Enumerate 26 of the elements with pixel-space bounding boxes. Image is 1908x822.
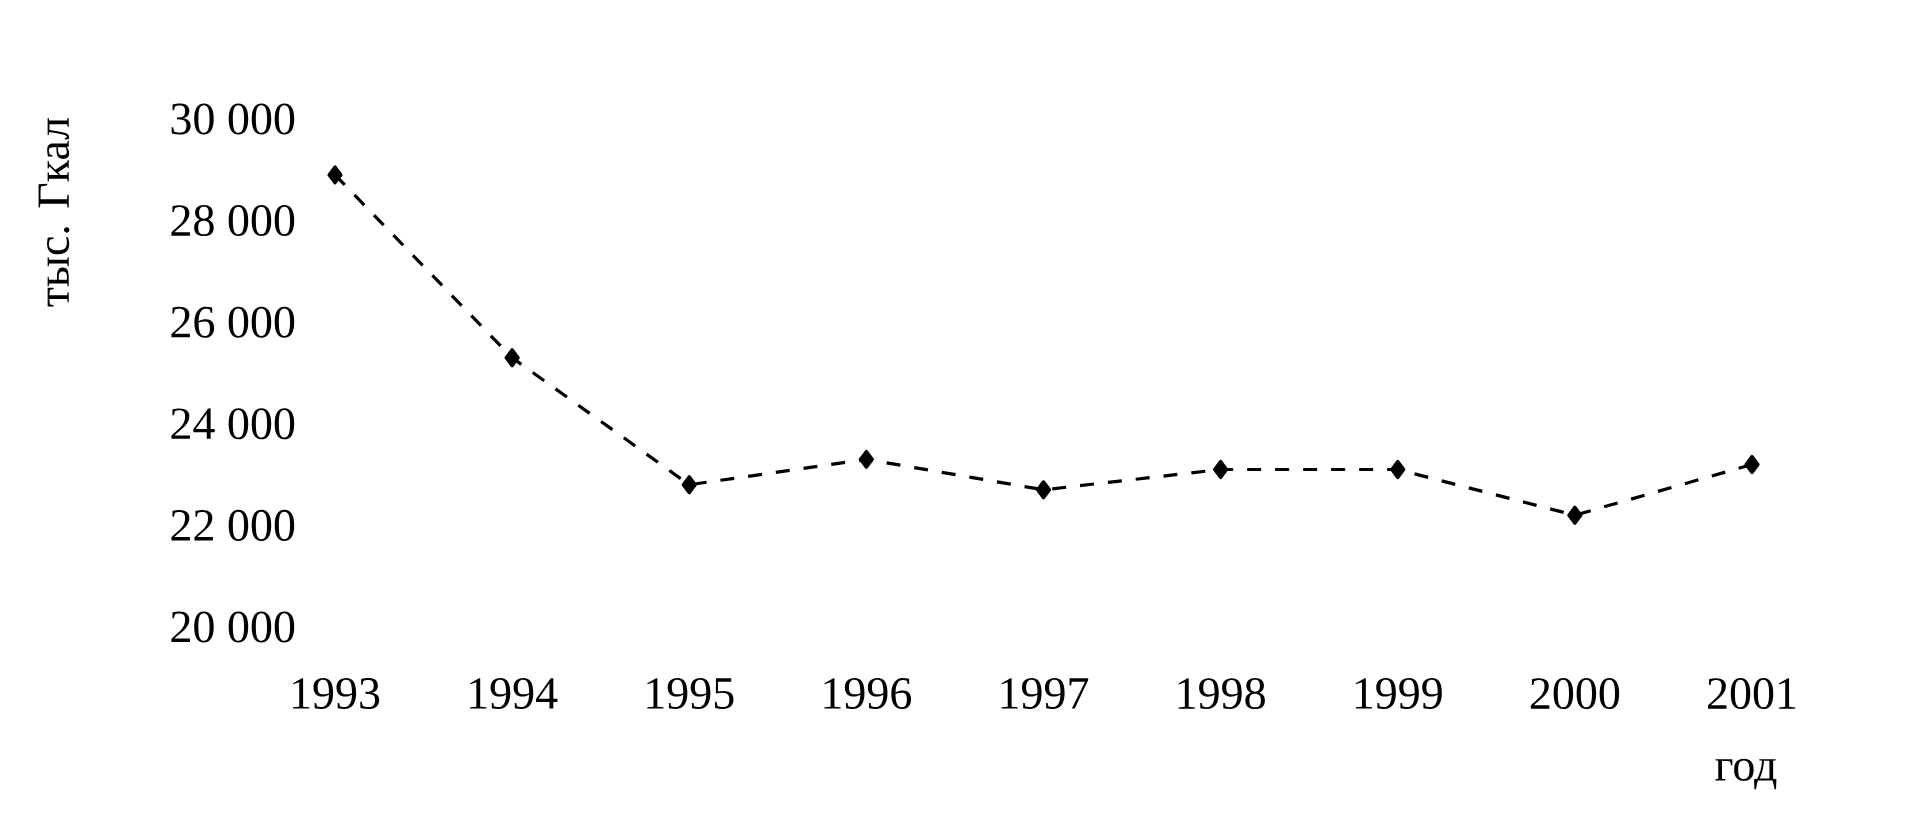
point [1213, 459, 1229, 480]
y-tick-label: 24 000 [171, 408, 295, 440]
point [858, 449, 874, 469]
x-tick-label: 1995 [647, 678, 734, 709]
x-tick-label: 1999 [1355, 678, 1442, 709]
y-tick-label: 26 000 [171, 306, 295, 338]
x-tick-label: 1997 [1001, 678, 1089, 709]
x-tick-label: 1994 [470, 678, 558, 709]
y-tick-label: 30 000 [171, 103, 295, 135]
x-tick-label: 1998 [1178, 678, 1265, 710]
point [1744, 454, 1760, 475]
y-axis-title: тыс. Гкал [38, 117, 70, 307]
point [504, 348, 520, 368]
point [681, 475, 697, 495]
x-tick-label: 2001 [1708, 678, 1796, 710]
point [327, 165, 343, 185]
point [1390, 459, 1406, 480]
y-tick-label: 20 000 [171, 611, 295, 643]
y-tick-label: 28 000 [171, 205, 295, 237]
x-axis-title: год [1715, 758, 1777, 790]
point [1567, 505, 1583, 525]
point [1035, 480, 1052, 500]
x-tick-label: 1996 [824, 678, 912, 709]
x-tick-label: 1993 [293, 678, 380, 709]
y-tick-label: 22 000 [171, 509, 295, 541]
x-tick-label: 2000 [1530, 678, 1620, 710]
